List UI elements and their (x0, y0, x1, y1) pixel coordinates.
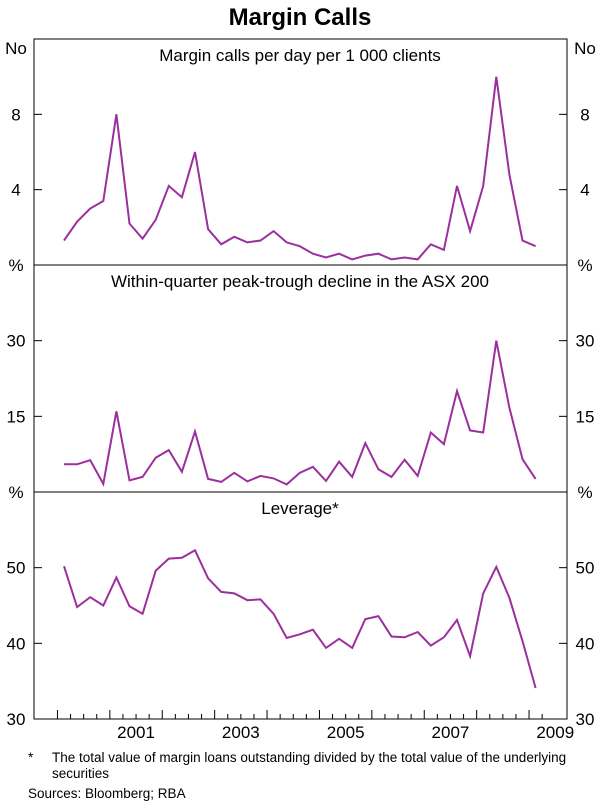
panel-3: Leverage* 40 40 50 50 30 30 (7, 499, 595, 729)
y-tick-label-left: 8 (11, 105, 20, 124)
unit-label-bottom-left: % (8, 483, 23, 502)
y-tick-label-right: 4 (580, 181, 589, 200)
panel-title: Leverage* (261, 499, 339, 518)
y-tick-label-left: 50 (7, 559, 26, 578)
unit-label-bottom-left: 30 (7, 710, 26, 729)
series-line-panel-2 (64, 340, 537, 487)
y-tick-label-right: 30 (576, 332, 595, 351)
chart-panels: Margin calls per day per 1 000 clients 4 4… (5, 39, 596, 729)
panel-title: Within-quarter peak-trough decline in th… (111, 272, 489, 291)
x-axis: 2001 2003 2005 2007 2009 (56, 710, 574, 742)
series-line-panel-3 (63, 548, 537, 689)
series-line-panel-1 (63, 76, 536, 261)
unit-label-bottom-right: 30 (576, 710, 595, 729)
unit-label-top-right: No (574, 39, 596, 58)
unit-label-bottom-left: % (8, 256, 23, 275)
y-tick-label-left: 40 (7, 634, 26, 653)
y-tick-label-left: 4 (11, 181, 20, 200)
unit-label-bottom-right: % (577, 256, 592, 275)
y-tick-label-left: 15 (7, 407, 26, 426)
footnote-text: The total value of margin loans outstand… (52, 750, 567, 781)
chart-title: Margin Calls (229, 4, 372, 31)
y-tick-label-right: 40 (576, 634, 595, 653)
x-tick-label: 2009 (536, 723, 574, 742)
y-tick-label-left: 30 (7, 332, 26, 351)
sources-note: Sources: Bloomberg; RBA (28, 786, 186, 801)
x-tick-label: 2003 (222, 723, 260, 742)
y-tick-label-right: 15 (576, 407, 595, 426)
panel-1: Margin calls per day per 1 000 clients 4 4… (5, 39, 596, 275)
y-tick-label-right: 50 (576, 559, 595, 578)
x-tick-label: 2005 (327, 723, 365, 742)
panel-title: Margin calls per day per 1 000 clients (159, 46, 441, 65)
plot-frame (33, 38, 568, 720)
panel-2: Within-quarter peak-trough decline in th… (7, 272, 595, 502)
x-tick-label: 2001 (117, 723, 155, 742)
unit-label-bottom-right: % (577, 483, 592, 502)
x-tick-label: 2007 (432, 723, 470, 742)
unit-label-top-left: No (5, 39, 27, 58)
y-tick-label-right: 8 (580, 105, 589, 124)
footnote-mark: * (28, 750, 34, 765)
